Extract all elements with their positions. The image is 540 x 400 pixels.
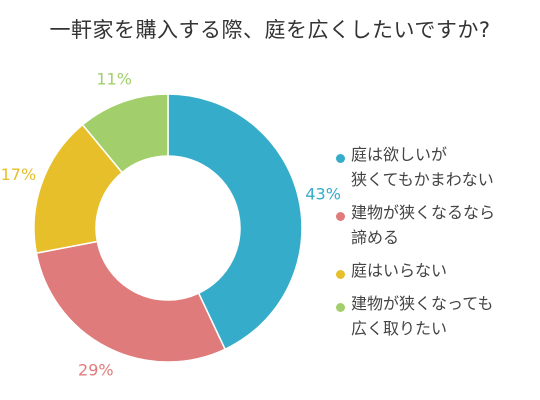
slice-value-label-1: 43% (305, 184, 341, 203)
legend-swatch (336, 154, 345, 163)
legend-swatch (336, 212, 345, 221)
legend-label: 建物が狭くなっても 広く取りたい (351, 294, 494, 338)
legend-swatch (336, 270, 345, 279)
legend-label: 建物が狭くなるなら 諦める (351, 203, 496, 247)
legend-item-4: 建物が狭くなっても 広く取りたい (336, 291, 493, 341)
slice-value-label-4: 11% (96, 69, 132, 88)
slice-value-label-3: 17% (1, 165, 37, 184)
legend-item-3: 庭はいらない (336, 258, 447, 283)
slice-value-label-2: 29% (78, 361, 114, 380)
legend-swatch (336, 303, 345, 312)
donut-slice-4 (81, 93, 169, 174)
legend-label: 庭は欲しいが 狭くてもかまわない (351, 145, 494, 189)
donut-slice-1 (167, 93, 303, 351)
legend-label: 庭はいらない (351, 261, 448, 280)
chart-title: 一軒家を購入する際、庭を広くしたいですか? (49, 18, 491, 42)
legend-item-2: 建物が狭くなるなら 諦める (336, 200, 495, 250)
legend-item-1: 庭は欲しいが 狭くてもかまわない (336, 142, 494, 192)
donut-slice-2 (35, 240, 227, 363)
